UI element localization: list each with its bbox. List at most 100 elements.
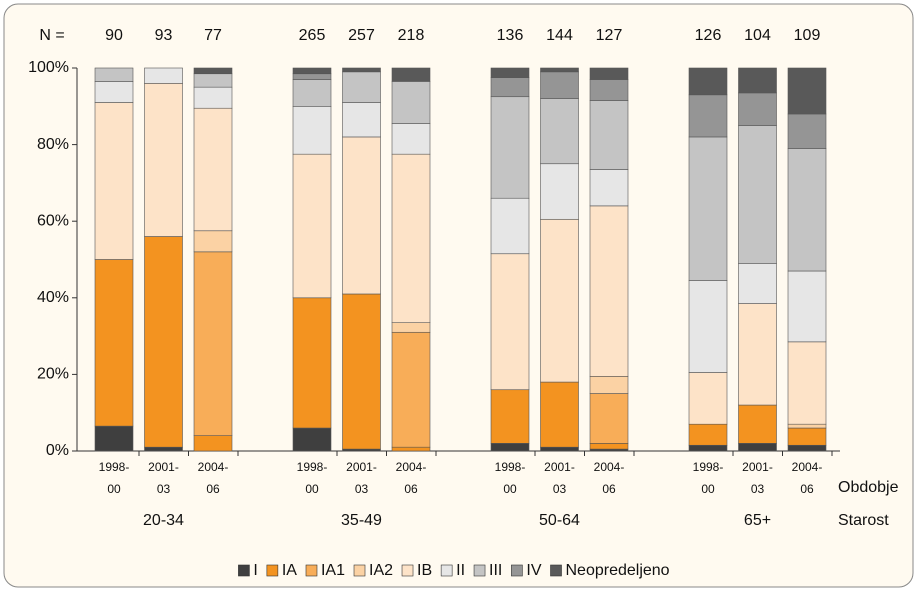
bar-segment (144, 83, 183, 237)
x-axis-label: Obdobje (838, 479, 899, 496)
n-value: 218 (398, 27, 425, 44)
x-tick-label: 1998- (99, 460, 130, 474)
x-tick-label: 03 (553, 482, 567, 496)
x-tick-label: 2001- (346, 460, 377, 474)
legend-swatch (440, 564, 453, 577)
x-tick-label: 00 (701, 482, 715, 496)
bar-segment (342, 136, 381, 295)
bar-segment (292, 67, 332, 75)
group-label: 20-34 (143, 512, 184, 529)
bar-segment (94, 67, 134, 82)
bar-segment (540, 98, 579, 165)
bar-segment (391, 67, 431, 82)
x-tick-label: 03 (157, 482, 171, 496)
bar-segment (540, 381, 579, 448)
bar-segment (688, 67, 728, 96)
bar-segment (342, 102, 381, 138)
bar-segment (144, 67, 183, 84)
bar-segment (787, 444, 827, 452)
n-label: N = (39, 27, 64, 44)
bar-segment (490, 67, 530, 78)
bar-segment (292, 153, 332, 299)
legend-label: IV (526, 562, 541, 579)
n-value: 93 (155, 27, 173, 44)
bar-segment (540, 163, 579, 220)
bar-segment (391, 322, 431, 333)
bar-segment (490, 253, 530, 391)
x-tick-label: 00 (503, 482, 517, 496)
legend-swatch (511, 564, 523, 577)
y-tick-label: 80% (37, 136, 69, 153)
n-value: 136 (497, 27, 524, 44)
bar-segment (738, 92, 777, 126)
bar-segment (292, 73, 332, 80)
y-tick-label: 40% (37, 289, 69, 306)
bar-segment (738, 67, 777, 94)
bar-segment (688, 444, 728, 452)
bar-segment (391, 331, 431, 448)
bar-segment (193, 73, 233, 88)
x-tick-label: 2004- (792, 460, 823, 474)
bar-segment (490, 389, 530, 444)
legend-label: IA2 (369, 562, 393, 579)
bar-segment (94, 425, 134, 452)
x-tick-label: 03 (751, 482, 765, 496)
x-tick-label: 2004- (198, 460, 229, 474)
bar-segment (391, 123, 431, 155)
bar-segment (193, 86, 233, 109)
bar-segment (490, 77, 530, 98)
y-tick-label: 20% (37, 366, 69, 383)
group-axis-label: Starost (838, 512, 889, 529)
n-value: 104 (744, 27, 771, 44)
bar-segment (540, 446, 579, 452)
x-tick-label: 06 (404, 482, 418, 496)
n-value: 90 (105, 27, 123, 44)
bar-segment (342, 71, 381, 103)
legend-label: II (456, 562, 465, 579)
x-tick-label: 06 (800, 482, 814, 496)
bar-segment (292, 427, 332, 452)
x-tick-label: 00 (107, 482, 121, 496)
bar-segment (787, 270, 827, 343)
group-label: 65+ (744, 512, 771, 529)
legend-swatch (401, 564, 414, 577)
bar-segment (688, 423, 728, 446)
y-tick-label: 0% (46, 442, 69, 459)
group-label: 35-49 (341, 512, 382, 529)
bar-segment (589, 376, 629, 394)
bar-segment (391, 446, 431, 452)
y-tick-label: 100% (28, 59, 69, 76)
bar-segment (589, 100, 629, 170)
bar-segment (787, 427, 827, 446)
bar-segment (292, 79, 332, 107)
bar-segment (342, 293, 381, 450)
x-tick-label: 1998- (495, 460, 526, 474)
x-tick-label: 1998- (693, 460, 724, 474)
legend-swatch (305, 564, 318, 577)
n-value: 77 (204, 27, 222, 44)
bar-segment (490, 197, 530, 255)
bar-segment (193, 107, 233, 232)
bar-segment (738, 125, 777, 264)
bar-segment (292, 106, 332, 155)
bar-segment (540, 71, 579, 99)
bar-segment (738, 404, 777, 444)
bar-segment (688, 136, 728, 281)
legend-swatch (238, 564, 250, 577)
x-tick-label: 1998- (297, 460, 328, 474)
legend-label: IA (282, 562, 297, 579)
legend-label: IB (417, 562, 432, 579)
bar-segment (738, 443, 777, 452)
bar-segment (193, 435, 233, 452)
bar-segment (144, 446, 183, 452)
bar-segment (589, 205, 629, 377)
bar-segment (688, 372, 728, 425)
bar-segment (94, 259, 134, 427)
bar-segment (94, 102, 134, 260)
bar-segment (540, 67, 579, 73)
bar-segment (193, 67, 233, 75)
x-tick-label: 06 (206, 482, 220, 496)
x-tick-label: 2004- (594, 460, 625, 474)
